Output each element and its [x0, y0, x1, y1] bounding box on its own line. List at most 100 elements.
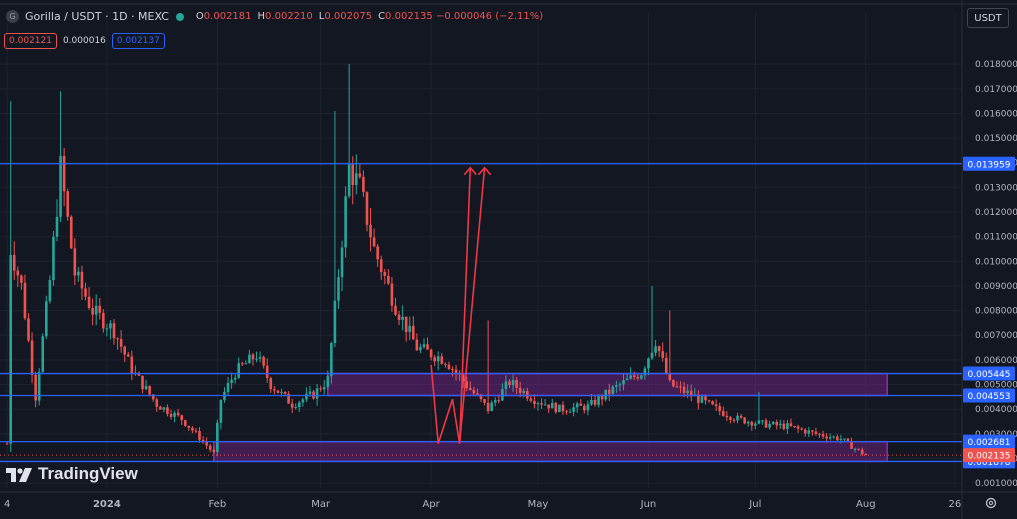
candle-body — [340, 247, 344, 278]
y-tick-label: 0.009000 — [975, 282, 1017, 292]
candle-body — [194, 430, 198, 432]
candle-body — [814, 431, 818, 434]
candle-body — [860, 449, 864, 455]
candle-body — [315, 388, 319, 399]
candle-body — [725, 415, 729, 418]
market-status-icon — [175, 12, 184, 21]
candle-body — [80, 271, 84, 289]
y-tick-label: 0.017000 — [975, 85, 1017, 95]
last-price-label: 0.002135 — [968, 452, 1011, 462]
low-label: L — [318, 11, 325, 22]
candle-body — [561, 404, 565, 412]
candle-body — [469, 387, 472, 390]
candle-body — [397, 314, 401, 320]
candle-body — [479, 394, 483, 400]
x-tick-label: May — [528, 499, 549, 510]
candle-body — [718, 406, 722, 412]
symbol-title[interactable]: Gorilla / USDT · 1D · MEXC — [25, 10, 169, 23]
trade-buttons: 0.002121 0.000016 0.002137 — [4, 33, 165, 49]
open-label: O — [195, 11, 204, 22]
candle-body — [326, 376, 330, 388]
candle-body — [372, 237, 376, 247]
x-tick-label: Mar — [311, 499, 331, 510]
candle-body — [112, 323, 116, 339]
annotation-path — [430, 167, 472, 444]
arrow-head-icon — [463, 166, 477, 176]
candle-body — [611, 386, 615, 394]
candle-body — [187, 425, 191, 428]
candle-body — [504, 381, 508, 389]
candle-body — [141, 375, 144, 390]
candle-body — [52, 236, 55, 281]
low-value: 0.002075 — [324, 11, 373, 22]
candle-body — [743, 417, 746, 424]
candle-body — [818, 433, 821, 435]
arrow-head-icon — [477, 166, 492, 176]
candle-body — [27, 318, 30, 341]
candle-body — [183, 420, 187, 426]
candle-body — [800, 428, 803, 430]
open-value: 0.002181 — [203, 11, 252, 22]
annotation-arrow-line — [458, 167, 486, 444]
candle-body — [333, 300, 337, 344]
candle-body — [219, 399, 223, 423]
candle-body — [789, 423, 793, 427]
candle-body — [404, 316, 408, 333]
candle-body — [700, 396, 704, 403]
candle-body — [493, 400, 497, 403]
candle-body — [476, 393, 479, 395]
gear-icon[interactable] — [984, 496, 998, 510]
candle-body — [387, 275, 390, 284]
candle-body — [301, 399, 305, 403]
candle-body — [216, 422, 219, 453]
candle-body — [675, 386, 679, 388]
candle-body — [130, 356, 134, 375]
candle-body — [682, 386, 686, 394]
candle-body — [853, 448, 857, 450]
tradingview-logo[interactable]: TradingView — [6, 464, 138, 484]
candle-body — [280, 391, 283, 393]
candle-body — [433, 357, 436, 362]
candle-body — [419, 347, 422, 351]
candle-body — [176, 412, 180, 416]
candle-body — [155, 399, 159, 407]
candle-body — [34, 374, 37, 401]
candle-body — [205, 441, 208, 446]
candle-body — [632, 375, 636, 377]
candle-body — [515, 380, 518, 388]
y-tick-label: 0.012000 — [975, 208, 1017, 218]
sell-button[interactable]: 0.002121 — [4, 33, 57, 49]
candle-body — [664, 357, 668, 374]
candle-body — [283, 391, 287, 394]
candle-body — [305, 393, 308, 400]
candle-body — [754, 423, 757, 426]
buy-button[interactable]: 0.002137 — [111, 33, 165, 49]
candle-body — [354, 173, 358, 185]
candle-body — [554, 402, 558, 413]
candle-body — [757, 420, 761, 424]
candle-body — [41, 336, 45, 372]
candle-body — [237, 363, 241, 378]
candle-body — [782, 423, 786, 430]
candle-body — [736, 415, 739, 421]
level-price-label: 0.001878 — [968, 458, 1011, 468]
candle-body — [761, 420, 764, 422]
symbol-icon[interactable]: G — [6, 10, 19, 23]
candle-body — [839, 438, 843, 441]
candle-body — [657, 346, 661, 352]
candle-body — [625, 378, 629, 381]
candle-body — [362, 176, 365, 193]
candle-body — [711, 401, 714, 405]
candle-body — [558, 404, 561, 413]
close-value: 0.002135 −0.000046 (−2.11%) — [385, 11, 544, 22]
candle-body — [461, 374, 465, 382]
candle-body — [287, 393, 290, 404]
candle-body — [843, 438, 846, 440]
candle-body — [775, 421, 779, 426]
currency-selector[interactable]: USDT — [967, 8, 1009, 28]
candle-body — [269, 378, 273, 390]
candle-body — [144, 385, 148, 390]
candle-body — [540, 403, 543, 405]
candle-body — [643, 368, 647, 376]
